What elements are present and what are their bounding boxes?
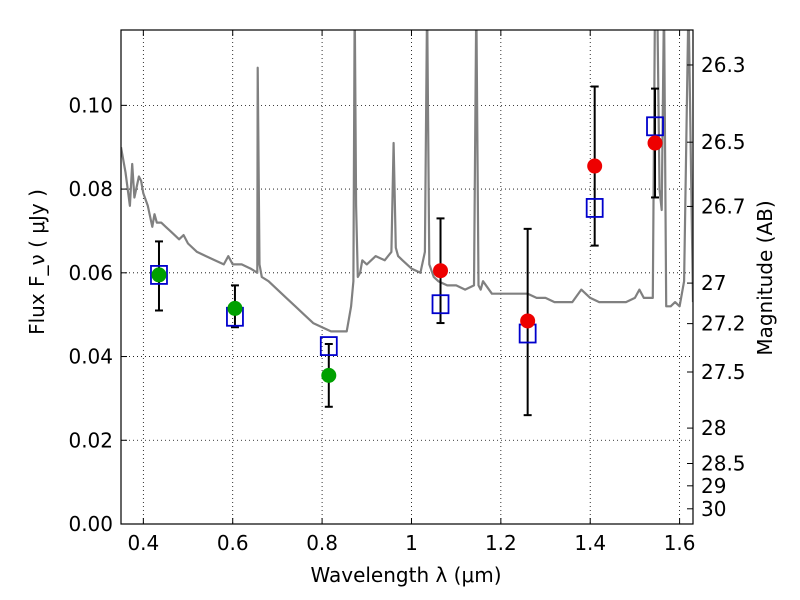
model-photometry-square: [585, 198, 604, 218]
magnitude-tick-label: 28.5: [701, 451, 746, 475]
x-tick-label: 1.4: [574, 531, 606, 555]
y-tick-label: 0.00: [68, 512, 113, 536]
model-photometry-square: [150, 265, 168, 285]
magnitude-tick-label: 26.7: [701, 194, 746, 218]
x-axis-label: Wavelength λ (μm): [310, 563, 501, 587]
observed-flux-point: [433, 263, 449, 279]
y-tick-label: 0.06: [68, 261, 113, 285]
x-tick-label: 0.6: [217, 531, 249, 555]
model-photometry-square: [319, 336, 338, 356]
magnitude-axis-label: Magnitude (AB): [753, 200, 777, 355]
model-photometry-square: [431, 294, 450, 315]
marker-layer: [150, 116, 664, 383]
plot-frame: [120, 29, 694, 525]
x-tick-label: 0.8: [306, 531, 338, 555]
observed-flux-point: [587, 158, 603, 174]
observed-flux-point: [321, 367, 337, 383]
model-sed-layer: [121, 30, 693, 333]
y-tick-label: 0.10: [68, 93, 113, 117]
x-tick-label: 1: [405, 531, 418, 555]
x-tick-label: 0.4: [127, 531, 159, 555]
y-tick-label: 0.02: [68, 428, 113, 452]
magnitude-tick-label: 29: [701, 474, 726, 498]
x-tick-label: 1.2: [485, 531, 517, 555]
magnitude-tick-label: 28: [701, 416, 726, 440]
observed-flux-point: [151, 267, 167, 283]
x-tick-label: 1.6: [664, 531, 696, 555]
y-tick-label: 0.08: [68, 177, 113, 201]
y-axis-label: Flux F_ν ( μJy ): [25, 189, 49, 335]
model-photometry-square: [646, 116, 664, 137]
tick-layer: 0.4 0.6 0.8 1 1.2 1.4 1.6 0.00 0.02 0.04 0.06 0.08 0…: [68, 30, 746, 555]
magnitude-tick-label: 27.5: [701, 360, 746, 384]
y-tick-label: 0.04: [68, 345, 113, 369]
observed-flux-point: [520, 313, 536, 329]
observed-flux-point: [647, 135, 663, 151]
magnitude-tick-label: 26.3: [701, 53, 746, 77]
magnitude-tick-label: 26.5: [701, 130, 746, 154]
model-sed-line: [121, 30, 693, 333]
observed-flux-point: [227, 300, 243, 316]
magnitude-tick-label: 27: [701, 271, 726, 295]
magnitude-tick-label: 30: [701, 497, 726, 521]
magnitude-tick-label: 27.2: [701, 312, 746, 336]
